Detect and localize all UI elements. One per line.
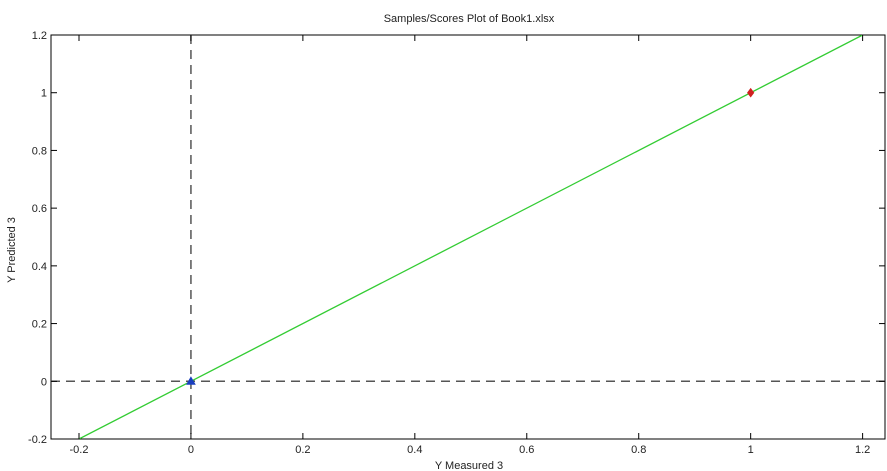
y-tick-label: 0.4 bbox=[32, 261, 47, 273]
x-tick-label: 0.6 bbox=[519, 444, 534, 456]
x-tick-label: 0.4 bbox=[407, 444, 422, 456]
y-axis-label: Y Predicted 3 bbox=[6, 217, 18, 283]
x-tick-label: 0 bbox=[188, 444, 194, 456]
y-tick-label: 1 bbox=[41, 88, 47, 100]
x-tick-label: 1.2 bbox=[855, 444, 870, 456]
y-tick-label: 0.6 bbox=[32, 203, 47, 215]
x-axis-label: Y Measured 3 bbox=[435, 460, 503, 471]
axes-box bbox=[50, 34, 886, 440]
plot-area: -0.2 0 0.2 0.4 0.6 0.8 1 1.2 -0.2 0 0.2 0.4 0.6 0.8 1 1… bbox=[28, 30, 886, 456]
y-tick-label: 0.8 bbox=[32, 145, 47, 157]
x-tick-label: -0.2 bbox=[70, 444, 89, 456]
x-tick-label: 0.2 bbox=[295, 444, 310, 456]
x-tick-label: 1 bbox=[748, 444, 754, 456]
data-point-triangle bbox=[186, 376, 196, 385]
y-tick-label: 0 bbox=[41, 376, 47, 388]
y-tick-label: 0.2 bbox=[32, 319, 47, 331]
chart-title: Samples/Scores Plot of Book1.xlsx bbox=[384, 13, 555, 25]
x-tick-label: 0.8 bbox=[631, 444, 646, 456]
y-tick-label: 1.2 bbox=[32, 30, 47, 42]
fit-line bbox=[78, 35, 863, 439]
y-tick-label: -0.2 bbox=[28, 434, 47, 446]
data-point-diamond bbox=[747, 87, 755, 98]
